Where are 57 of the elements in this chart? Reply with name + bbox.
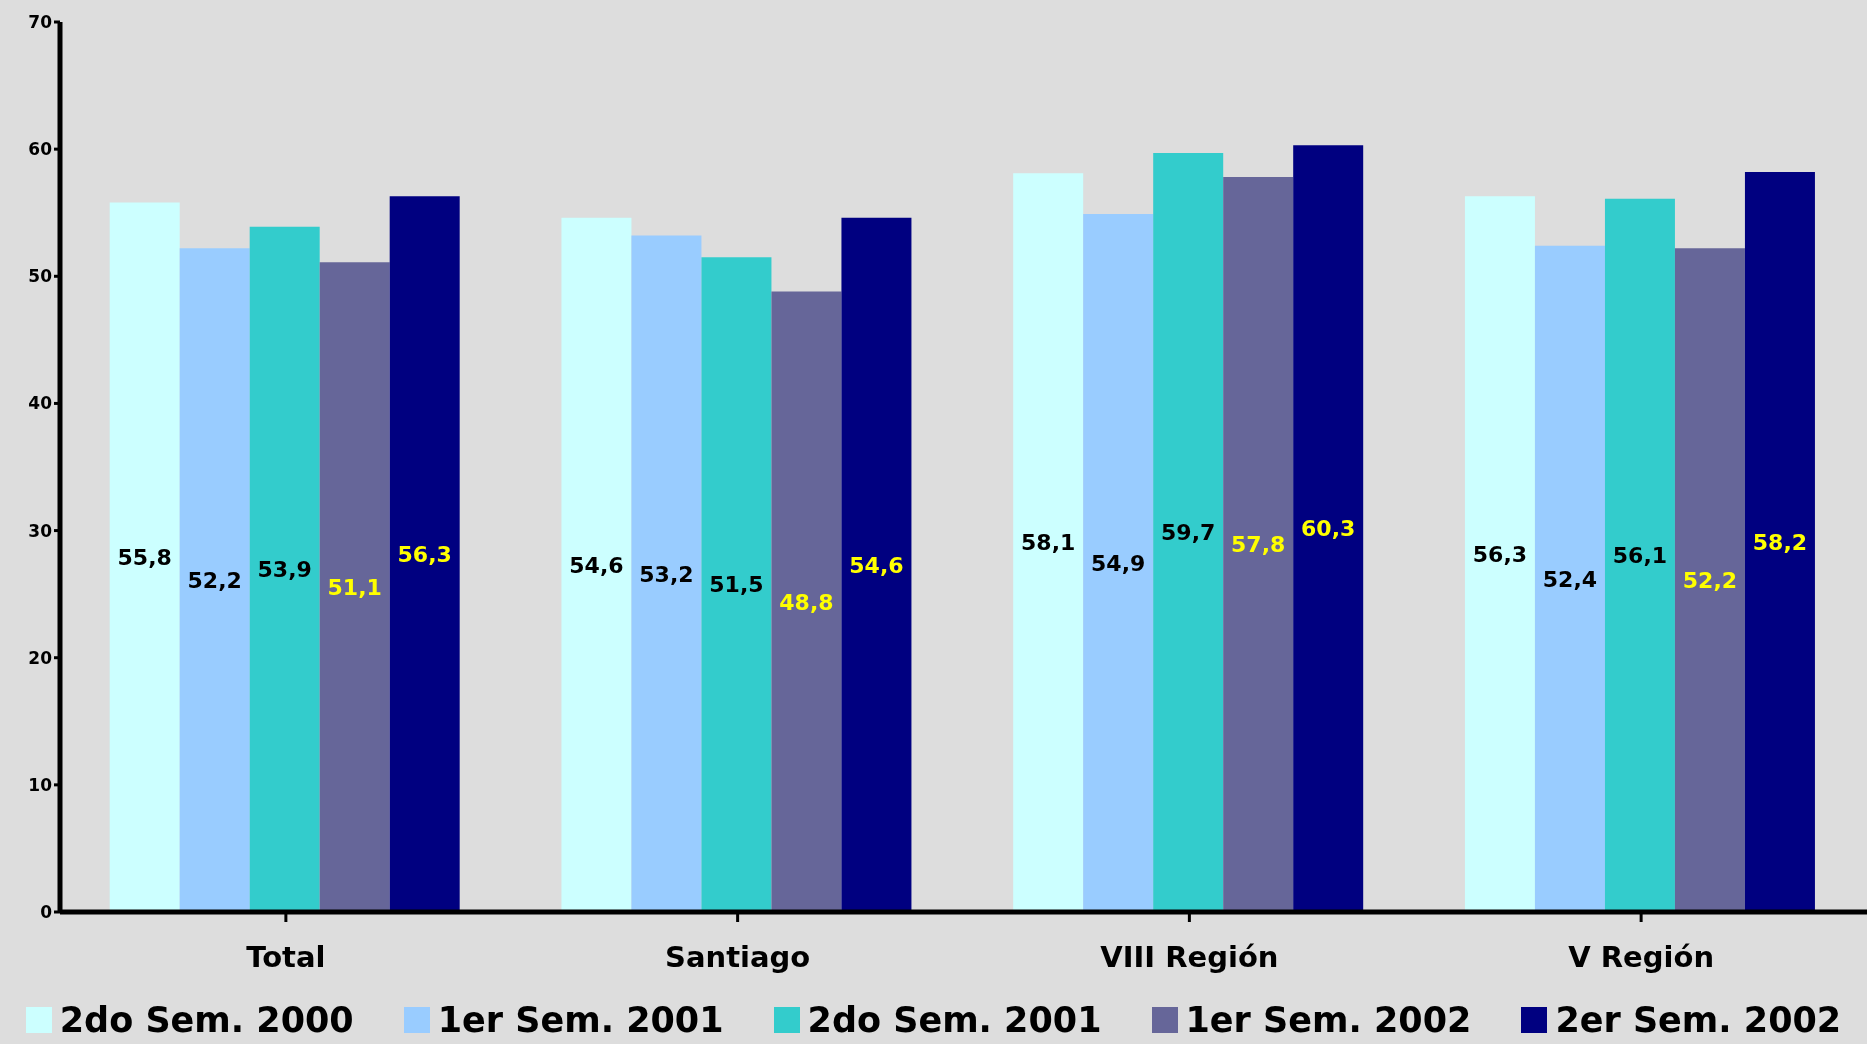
bar	[109, 202, 180, 912]
bar	[1083, 213, 1154, 912]
bar	[841, 217, 912, 912]
y-tick-label: 20	[28, 647, 53, 668]
data-label: 52,4	[1542, 566, 1598, 592]
data-label: 51,5	[709, 572, 764, 598]
legend-label: 1er Sem. 2002	[1185, 1000, 1472, 1040]
data-label: 53,2	[639, 561, 694, 587]
data-label: 52,2	[187, 567, 242, 593]
data-label: 52,2	[1682, 567, 1738, 593]
bar	[1534, 245, 1605, 912]
bar	[249, 226, 320, 912]
y-tick-label: 60	[28, 139, 53, 160]
x-tick-label: Total	[246, 939, 326, 974]
y-tick-label: 30	[28, 520, 53, 541]
bar	[701, 257, 772, 912]
data-label: 53,9	[257, 557, 312, 583]
data-label: 58,1	[1021, 530, 1076, 556]
bar	[389, 196, 460, 912]
data-label: 57,8	[1231, 532, 1286, 558]
bar	[1744, 172, 1815, 912]
y-tick-label: 70	[28, 12, 53, 33]
y-tick-label: 50	[28, 266, 53, 287]
bar	[1674, 248, 1745, 912]
legend-label: 2do Sem. 2000	[59, 1000, 354, 1040]
bar	[1223, 177, 1294, 912]
bar	[771, 291, 842, 912]
x-tick-label: VIII Región	[1100, 939, 1279, 974]
bar	[1293, 145, 1364, 912]
data-label: 59,7	[1161, 520, 1216, 546]
y-tick-label: 0	[40, 902, 53, 923]
bar	[1153, 152, 1224, 912]
data-label: 58,2	[1752, 529, 1808, 555]
bar	[561, 217, 632, 912]
bar	[1013, 173, 1084, 912]
data-label: 48,8	[779, 589, 834, 615]
bar	[179, 248, 250, 912]
data-label: 56,3	[397, 541, 452, 567]
data-label: 56,3	[1472, 541, 1528, 567]
data-label: 54,9	[1091, 550, 1146, 576]
legend-label: 1er Sem. 2001	[437, 1000, 724, 1040]
legend-label: 2do Sem. 2001	[807, 1000, 1102, 1040]
data-label: 51,1	[327, 574, 382, 600]
bar	[1464, 196, 1535, 912]
bar	[1604, 198, 1675, 912]
data-label: 60,3	[1301, 516, 1356, 542]
bar	[319, 262, 390, 912]
data-label: 54,6	[849, 552, 904, 578]
y-tick-label: 10	[28, 774, 53, 795]
data-label: 56,1	[1612, 543, 1668, 569]
x-tick-label: Santiago	[665, 939, 811, 974]
data-label: 55,8	[117, 545, 172, 571]
data-label: 54,6	[569, 552, 624, 578]
bar	[631, 235, 702, 912]
legend-label: 2er Sem. 2002	[1555, 1000, 1842, 1040]
x-tick-label: V Región	[1568, 939, 1715, 974]
y-tick-label: 40	[28, 393, 53, 414]
